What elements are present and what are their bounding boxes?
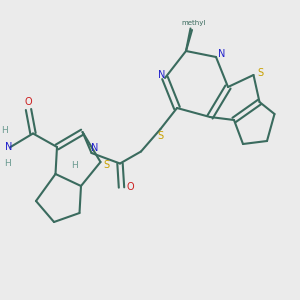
Text: methyl: methyl xyxy=(181,20,206,26)
Text: H: H xyxy=(1,126,8,135)
Text: O: O xyxy=(25,97,32,107)
Text: S: S xyxy=(103,160,109,170)
Text: N: N xyxy=(5,142,13,152)
Text: S: S xyxy=(257,68,263,79)
Text: N: N xyxy=(158,70,165,80)
Text: N: N xyxy=(92,142,99,153)
Text: N: N xyxy=(218,49,225,59)
Text: S: S xyxy=(158,130,164,141)
Text: H: H xyxy=(4,159,11,168)
Text: O: O xyxy=(127,182,134,193)
Text: H: H xyxy=(72,160,78,169)
